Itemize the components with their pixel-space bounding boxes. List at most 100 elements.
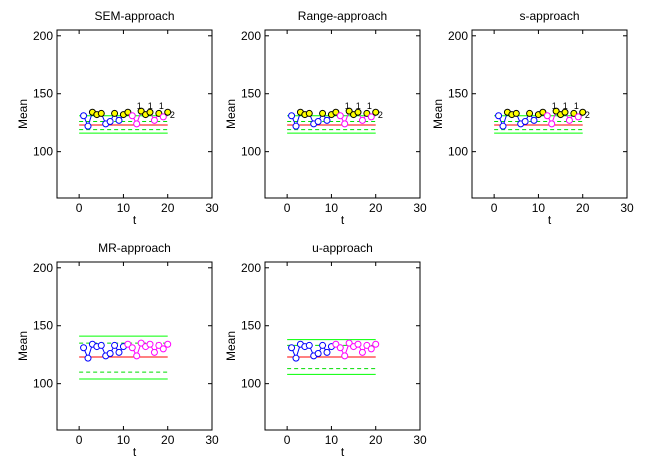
data-point (305, 109, 313, 117)
data-point (579, 108, 587, 116)
data-point (288, 112, 296, 120)
y-tick-label: 100 (241, 377, 261, 391)
x-tick-label: 30 (413, 201, 427, 215)
data-point (292, 122, 300, 130)
y-tick-label: 200 (33, 29, 53, 43)
data-point (137, 339, 145, 347)
chart-title: MR-approach (98, 241, 171, 255)
data-point (314, 118, 322, 126)
data-point (336, 112, 344, 120)
data-point (124, 340, 132, 348)
data-point (84, 122, 92, 130)
data-point (372, 108, 380, 116)
data-point (133, 352, 141, 360)
y-tick-label: 200 (448, 29, 468, 43)
data-point (332, 340, 340, 348)
x-tick-label: 30 (205, 201, 219, 215)
data-point (164, 340, 172, 348)
data-point (358, 348, 366, 356)
data-point (354, 108, 362, 116)
data-point (106, 118, 114, 126)
chart-panel: 0 10 20 30 100 150 200 u-approach t Mean (224, 241, 427, 459)
data-point (323, 116, 331, 124)
annotation-label: 1 (148, 101, 153, 111)
annotation-label: 2 (378, 110, 383, 120)
x-tick-label: 20 (161, 433, 175, 447)
data-point (97, 341, 105, 349)
data-point (574, 113, 582, 121)
y-tick-label: 200 (241, 29, 261, 43)
data-point (526, 109, 534, 117)
data-point (345, 107, 353, 115)
x-tick-label: 20 (161, 201, 175, 215)
data-point (133, 120, 141, 128)
y-axis-label: Mean (16, 99, 30, 129)
data-point (345, 339, 353, 347)
x-tick-label: 0 (76, 433, 83, 447)
x-tick-label: 20 (369, 201, 383, 215)
data-point (495, 112, 503, 120)
data-point (521, 118, 529, 126)
data-point (159, 345, 167, 353)
x-tick-label: 10 (117, 433, 131, 447)
data-point (354, 340, 362, 348)
data-point (570, 109, 578, 117)
series-line (291, 343, 332, 360)
y-tick-label: 100 (241, 145, 261, 159)
data-point (367, 345, 375, 353)
data-point (84, 354, 92, 362)
y-tick-label: 150 (241, 87, 261, 101)
data-point (115, 348, 123, 356)
chart-title: SEM-approach (94, 9, 174, 23)
y-tick-label: 100 (33, 377, 53, 391)
data-point (128, 112, 136, 120)
x-tick-label: 0 (76, 201, 83, 215)
annotation-label: 2 (585, 110, 590, 120)
chart-title: s-approach (519, 9, 579, 23)
y-axis-label: Mean (224, 331, 238, 361)
y-axis-label: Mean (224, 99, 238, 129)
data-point (530, 116, 538, 124)
data-point (80, 344, 88, 352)
annotation-label: 1 (356, 101, 361, 111)
x-tick-label: 30 (620, 201, 634, 215)
x-tick-label: 10 (325, 433, 339, 447)
annotation-label: 1 (563, 101, 568, 111)
data-point (97, 109, 105, 117)
y-axis-label: Mean (16, 331, 30, 361)
data-point (137, 107, 145, 115)
data-point (146, 340, 154, 348)
data-point (341, 120, 349, 128)
data-point (155, 109, 163, 117)
data-point (539, 108, 547, 116)
y-tick-label: 100 (33, 145, 53, 159)
data-point (305, 341, 313, 349)
y-tick-label: 200 (241, 261, 261, 275)
annotation-label: 1 (137, 101, 142, 111)
data-point (561, 108, 569, 116)
annotation-label: 1 (552, 101, 557, 111)
annotation-label: 1 (159, 101, 164, 111)
data-point (124, 108, 132, 116)
series-line (83, 111, 124, 128)
data-point (323, 348, 331, 356)
chart-title: Range-approach (298, 9, 387, 23)
data-point (106, 350, 114, 358)
y-tick-label: 150 (448, 87, 468, 101)
series-line (498, 111, 539, 128)
data-point (164, 108, 172, 116)
data-point (543, 112, 551, 120)
x-tick-label: 20 (369, 433, 383, 447)
data-point (336, 344, 344, 352)
x-tick-label: 0 (491, 201, 498, 215)
data-point (363, 341, 371, 349)
data-point (358, 116, 366, 124)
data-point (292, 354, 300, 362)
x-tick-label: 0 (284, 201, 291, 215)
data-point (288, 344, 296, 352)
chart-title: u-approach (312, 241, 373, 255)
